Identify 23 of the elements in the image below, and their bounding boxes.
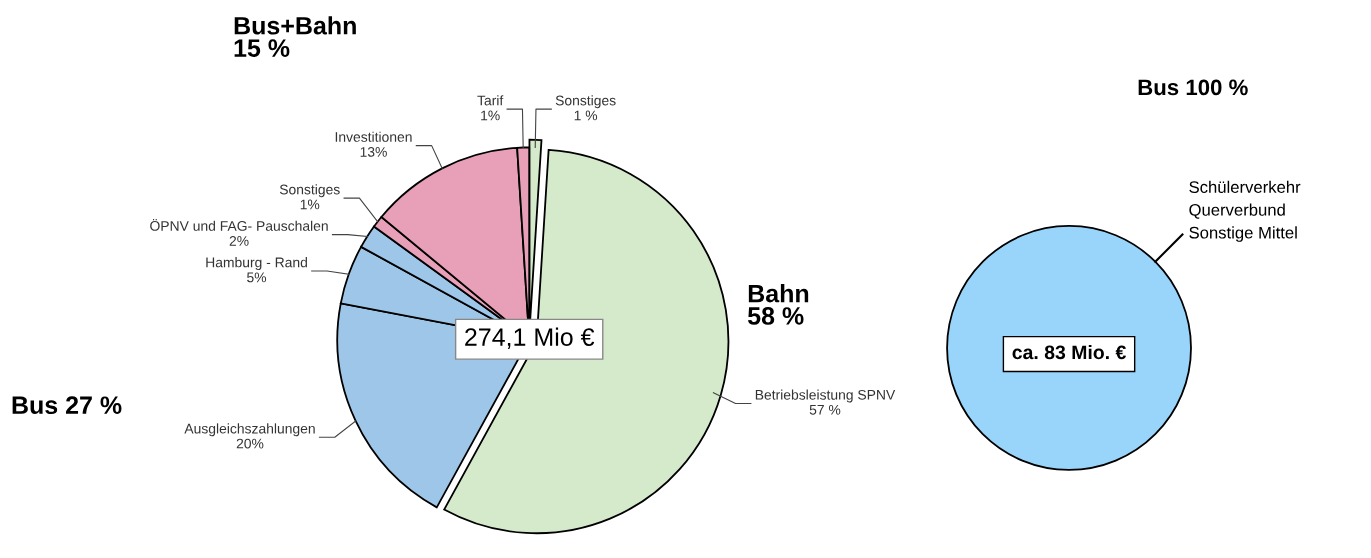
slice-label: Sonstiges: [279, 184, 340, 198]
data-label: 1%: [481, 110, 500, 121]
data-label: 20%: [236, 438, 264, 449]
slice-label: Schülerverkehr Querverbund Sonstige Mittel: [1189, 180, 1301, 242]
slice-label: Hamburg - Rand: [206, 257, 307, 271]
slice-label: Sonstiges: [555, 95, 616, 109]
chart-title: Bus 100 %: [1138, 79, 1248, 96]
slice-label: Ausgleichszahlungen: [184, 423, 315, 437]
slice-label: Investitionen: [335, 131, 412, 142]
text: Bus+Bahn 15 %: [234, 16, 356, 57]
slice-label: Tarif: [477, 95, 504, 106]
data-label: 2%: [229, 235, 249, 246]
data-label: 13%: [360, 146, 387, 157]
text: Bus 27 %: [12, 396, 122, 415]
data-label: 1 %: [574, 110, 598, 121]
text: ca. 83 Mio. €: [1012, 344, 1126, 360]
text: 274,1 Mio €: [465, 327, 595, 349]
data-label: 1%: [300, 199, 320, 210]
data-label: 57 %: [809, 404, 841, 415]
data-label: 5%: [247, 272, 267, 283]
slice-label: Betriebsleistung SPNV: [755, 389, 896, 403]
slice-label: ÖPNV und FAG- Pauschalen: [150, 219, 328, 231]
text: Bahn 58 %: [747, 284, 809, 325]
